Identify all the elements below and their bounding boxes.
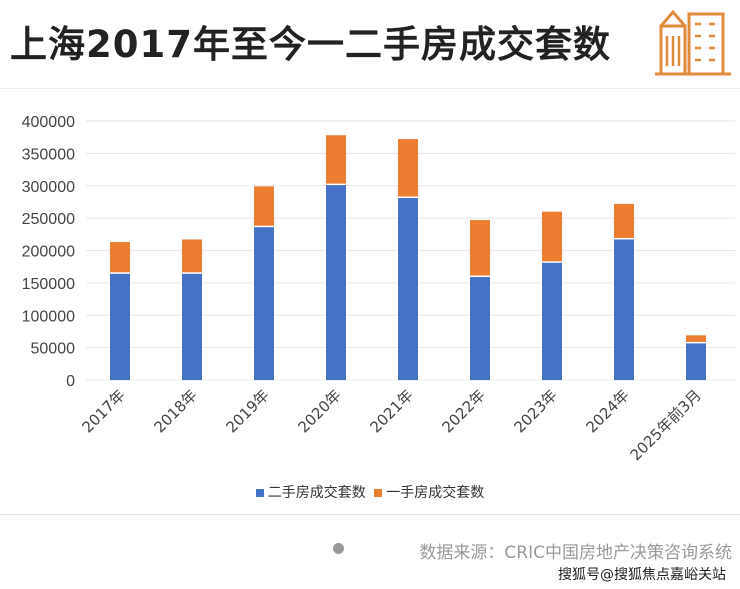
x-tick-label: 2019年 [222,386,272,436]
stacked-bar-chart: 0 50000 100000 150000 200000 250000 300000 3500… [22,114,735,464]
bar-segment-first-hand [614,203,634,238]
x-tick-label: 2020年 [294,386,344,436]
bar-segment-second-hand [326,185,346,380]
x-tick-label: 2025年前3月 [627,386,705,464]
x-tick-label: 2023年 [510,386,560,436]
legend: 二手房成交套数 一手房成交套数 [0,482,740,502]
y-tick-label: 250000 [22,211,75,228]
header-divider [0,88,740,89]
x-tick-label: 2017年 [78,386,128,436]
y-tick-label: 100000 [22,308,75,325]
footer-divider [0,514,740,515]
legend-swatch [374,489,383,497]
bar-segment-second-hand [470,277,490,380]
legend-label: 一手房成交套数 [386,485,485,501]
y-tick-label: 400000 [22,114,75,131]
bar-segment-first-hand [110,242,130,273]
footer-credit: 搜狐号@搜狐焦点嘉峪关站 [558,567,726,583]
bullet-dot [333,543,344,554]
bar-segment-second-hand [182,273,202,380]
legend-label: 二手房成交套数 [267,485,366,501]
y-tick-label: 200000 [22,244,75,261]
page-title: 上海2017年至今一二手房成交套数 [10,23,611,66]
legend-swatch [255,489,264,497]
x-tick-label: 2024年 [582,386,632,436]
bar-segment-first-hand [254,186,274,226]
y-tick-label: 0 [66,373,75,390]
bar-segment-first-hand [542,211,562,262]
bar-segment-second-hand [614,239,634,380]
bar-segment-first-hand [398,139,418,197]
x-tick-label: 2022年 [438,386,488,436]
bar-segment-second-hand [686,343,706,380]
bar-segment-second-hand [254,227,274,380]
bar-segment-first-hand [686,335,706,342]
city-buildings-icon [655,6,731,82]
x-tick-label: 2018年 [150,386,200,436]
legend-item-second-hand: 二手房成交套数 [255,482,366,502]
bar-segment-second-hand [542,262,562,380]
y-tick-label: 300000 [22,179,75,196]
y-tick-label: 50000 [31,341,76,358]
legend-item-first-hand: 一手房成交套数 [374,482,484,502]
bar-segment-second-hand [398,198,418,380]
y-tick-label: 350000 [22,146,75,163]
bar-segment-first-hand [470,220,490,276]
bar-segment-first-hand [182,239,202,273]
bar-segment-first-hand [326,135,346,184]
bar-segment-second-hand [110,273,130,380]
x-tick-label: 2021年 [366,386,416,436]
data-source: 数据来源：CRIC中国房地产决策咨询系统 [419,543,732,563]
y-tick-label: 150000 [22,276,75,293]
